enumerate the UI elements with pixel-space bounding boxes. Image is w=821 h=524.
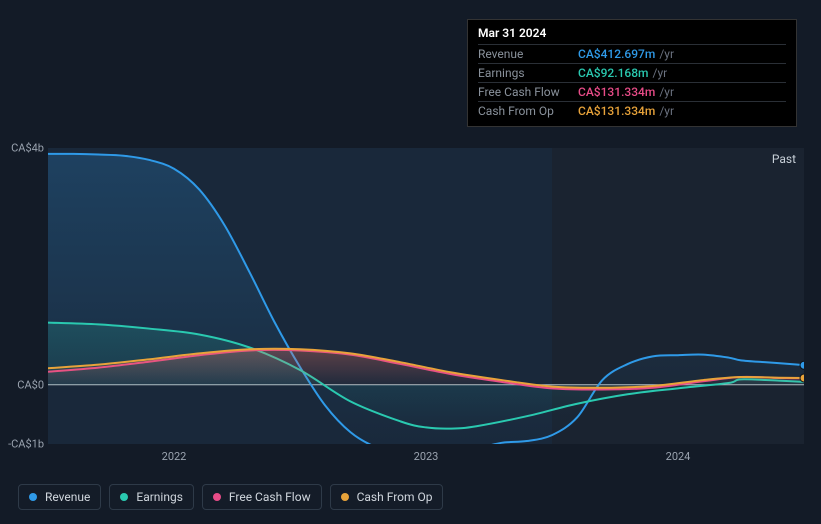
legend: Revenue Earnings Free Cash Flow Cash From O… [18, 484, 443, 510]
x-axis-label: 2023 [414, 444, 439, 463]
legend-item-label: Earnings [136, 490, 183, 504]
x-axis-label: 2024 [666, 444, 691, 463]
legend-item-revenue[interactable]: Revenue [18, 484, 101, 510]
legend-item-cfo[interactable]: Cash From Op [330, 484, 444, 510]
legend-dot-icon [341, 493, 349, 501]
tooltip-row: Cash From OpCA$131.334m/yr [478, 101, 786, 120]
legend-item-earnings[interactable]: Earnings [109, 484, 194, 510]
tooltip-row: RevenueCA$412.697m/yr [478, 44, 786, 63]
tooltip-row-value: CA$131.334m [578, 85, 655, 99]
tooltip-row-unit: /yr [659, 47, 674, 61]
x-axis-label: 2022 [162, 444, 187, 463]
tooltip-row-unit: /yr [659, 85, 674, 99]
tooltip-row-label: Earnings [478, 66, 578, 80]
y-axis-label: CA$4b [11, 142, 48, 155]
tooltip-row-value: CA$92.168m [578, 66, 649, 80]
tooltip-row: Free Cash FlowCA$131.334m/yr [478, 82, 786, 101]
series-end-marker-revenue [800, 361, 804, 369]
chart-svg [48, 148, 804, 444]
tooltip-row-label: Free Cash Flow [478, 85, 578, 99]
tooltip-row-unit: /yr [653, 66, 668, 80]
tooltip-row: EarningsCA$92.168m/yr [478, 63, 786, 82]
legend-dot-icon [120, 493, 128, 501]
legend-item-label: Free Cash Flow [229, 490, 311, 504]
chart: Past CA$4bCA$0-CA$1b 202220232024 [48, 148, 804, 444]
tooltip-row-label: Revenue [478, 47, 578, 61]
y-axis-label: -CA$1b [8, 438, 48, 451]
legend-item-fcf[interactable]: Free Cash Flow [202, 484, 322, 510]
chart-tooltip: Mar 31 2024 RevenueCA$412.697m/yrEarning… [467, 19, 797, 127]
series-end-marker-cfo [800, 374, 804, 382]
tooltip-row-unit: /yr [659, 104, 674, 118]
tooltip-row-label: Cash From Op [478, 104, 578, 118]
y-axis-label: CA$0 [17, 378, 48, 391]
tooltip-row-value: CA$131.334m [578, 104, 655, 118]
tooltip-row-value: CA$412.697m [578, 47, 655, 61]
legend-item-label: Revenue [45, 490, 90, 504]
legend-dot-icon [29, 493, 37, 501]
legend-item-label: Cash From Op [357, 490, 433, 504]
legend-dot-icon [213, 493, 221, 501]
tooltip-date: Mar 31 2024 [478, 26, 786, 44]
past-label: Past [772, 152, 796, 166]
